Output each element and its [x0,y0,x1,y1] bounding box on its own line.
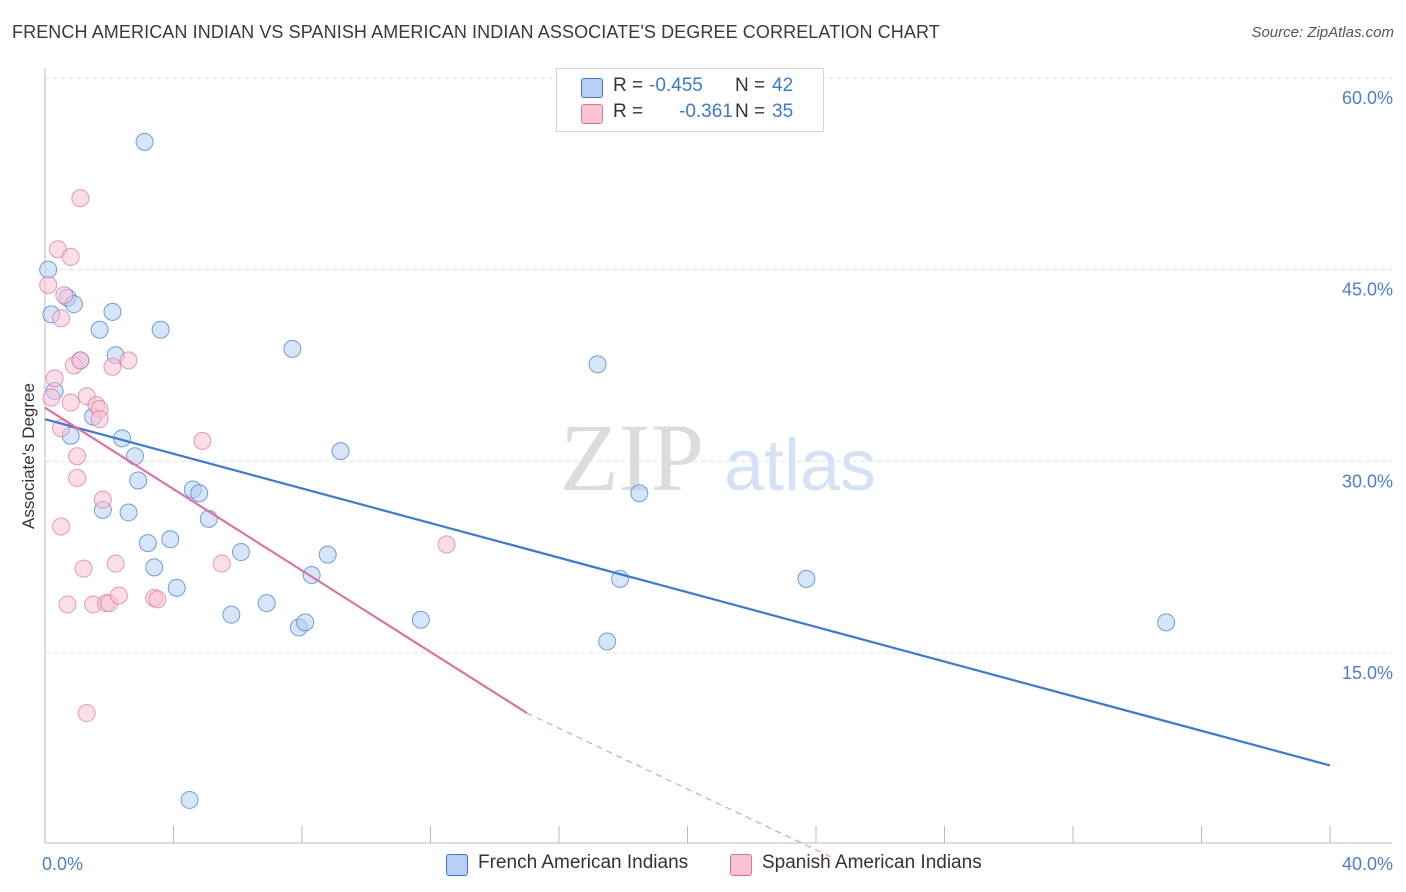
spanish-point [437,535,456,554]
spanish-point [106,554,125,573]
french-point [135,132,154,151]
french-point [161,530,180,549]
y-tick-label: 45.0% [1342,280,1393,300]
french-point [190,484,209,503]
legend-r-value: -0.455 [649,75,703,96]
spanish-point [109,586,128,605]
spanish-point [212,554,231,573]
french-point [145,558,164,577]
french-point [231,543,250,562]
bottom-legend-label: Spanish American Indians [762,852,982,873]
legend-n-label: N = [735,75,766,96]
legend-n-value: 42 [772,75,794,96]
french-point [103,302,122,321]
french-point [630,484,649,503]
grid-lines [45,77,1392,654]
bottom-legend-label: French American Indians [478,852,689,873]
french-point [222,605,241,624]
french-trend-line [44,418,1331,767]
tick-labels: 15.0% 30.0% 45.0% 60.0% 0.0% 40.0% [42,88,1393,874]
correlation-legend: R = -0.455 N = 42 R = -0.361 N = 35 [556,68,824,132]
y-tick-label: 15.0% [1342,663,1393,683]
trend-lines [44,406,1331,858]
french-point [129,471,148,490]
spanish-point [103,357,122,376]
spanish-point [61,393,80,412]
legend-swatch-pink [581,104,603,124]
legend-r-label: R = [613,75,644,96]
french-point [1157,613,1176,632]
french-point [119,503,138,522]
spanish-point [71,189,90,208]
y-tick-label: 60.0% [1342,88,1393,108]
spanish-point [42,388,61,407]
french-point [283,339,302,358]
bottom-legend-swatch-blue [446,854,468,876]
french-point [296,613,315,632]
spanish-point [45,369,64,388]
french-point [588,355,607,374]
bottom-legend-swatch-pink [730,854,752,876]
watermark: ZIP atlas [560,404,876,511]
spanish-point [61,247,80,266]
source-credit: Source: ZipAtlas.com [1251,24,1394,41]
french-point [180,790,199,809]
legend-swatch-blue [581,78,603,98]
french-point [598,632,617,651]
french-point [331,442,350,461]
watermark-atlas: atlas [724,426,876,506]
y-tick-label: 30.0% [1342,471,1393,491]
spanish-point [39,276,58,294]
spanish-point [148,590,167,609]
french-point [257,594,276,613]
french-point [199,509,218,528]
chart-title: FRENCH AMERICAN INDIAN VS SPANISH AMERIC… [12,22,940,42]
legend-n-value: 35 [772,101,794,122]
spanish-point [93,490,112,509]
french-point [138,534,157,553]
french-point [411,610,430,629]
spanish-point [58,595,77,614]
spanish-point [68,468,87,487]
french-point [167,578,186,597]
data-points [39,132,1176,809]
spanish-point [52,517,71,536]
spanish-point [77,704,96,723]
spanish-point [55,286,74,305]
legend-n-label: N = [735,101,766,122]
legend-r-value: -0.361 [679,101,733,122]
french-point [318,545,337,564]
spanish-point [119,351,138,370]
spanish-point [52,309,71,328]
x-tick-label: 0.0% [42,854,83,874]
spanish-point [90,410,109,429]
x-tick-label: 40.0% [1342,854,1393,874]
spanish-point [68,447,87,466]
spanish-point [74,559,93,578]
y-axis-label: Associate's Degree [19,383,38,529]
french-point [151,320,170,339]
french-point [797,569,816,588]
french-point [39,260,58,279]
axes [44,68,1392,844]
legend-r-label: R = [613,101,644,122]
spanish-trend-line [44,406,528,714]
french-point [90,320,109,339]
spanish-point [71,351,90,370]
spanish-point [193,431,212,450]
spanish-trend-extension [526,712,833,858]
